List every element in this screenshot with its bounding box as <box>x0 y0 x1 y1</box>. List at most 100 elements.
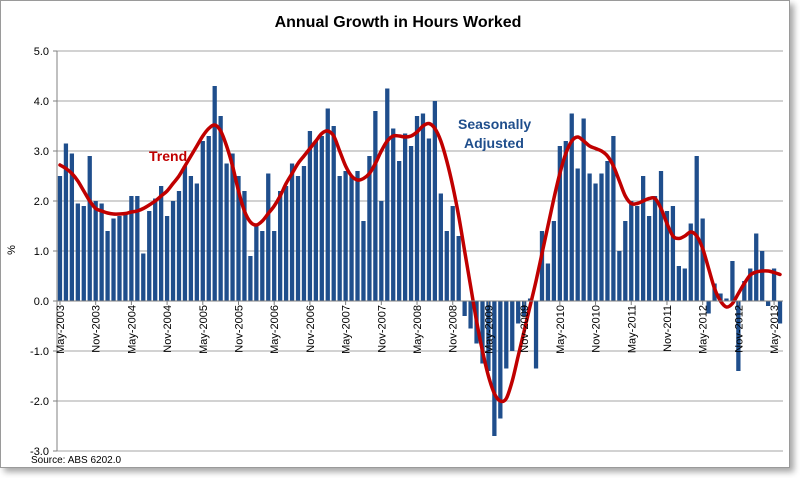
bar <box>551 221 557 301</box>
x-tick-label: May-2006 <box>269 305 281 354</box>
bar <box>87 156 92 301</box>
bar <box>266 173 271 301</box>
bar <box>402 133 408 301</box>
bar <box>432 101 438 301</box>
bar <box>93 201 98 301</box>
bar <box>337 176 342 301</box>
bar <box>646 216 652 301</box>
x-tick-label: Nov-2009 <box>519 305 531 353</box>
bar <box>212 86 217 301</box>
x-tick-label: May-2005 <box>198 305 210 354</box>
trend-annotation: Trend <box>149 148 187 164</box>
bar <box>492 301 497 436</box>
bar <box>575 168 580 301</box>
bar <box>159 186 164 301</box>
bar <box>587 173 592 301</box>
bar <box>248 256 253 301</box>
bar <box>355 171 360 301</box>
bar <box>623 221 628 301</box>
y-tick-label: 2.0 <box>34 196 49 208</box>
bar <box>462 301 467 316</box>
bar <box>754 233 759 301</box>
x-tick-labels: May-2003 Nov-2003 May-2004 Nov-2004 May-2005… <box>55 305 781 354</box>
bar <box>176 191 182 301</box>
y-tick-label: -2.0 <box>30 396 49 408</box>
bar <box>117 216 122 301</box>
bar <box>349 176 354 301</box>
x-tick-label: Nov-2006 <box>305 305 317 353</box>
bar <box>141 253 146 301</box>
bar <box>367 156 372 301</box>
bar <box>57 176 63 301</box>
bar <box>313 141 318 301</box>
x-tick-label: Nov-2012 <box>733 305 745 353</box>
bar <box>694 156 699 301</box>
bar <box>426 138 432 301</box>
y-tick-label: -1.0 <box>30 346 49 358</box>
bar <box>510 301 515 351</box>
bar <box>676 266 681 301</box>
bar <box>688 223 693 301</box>
bar <box>664 211 670 301</box>
bar <box>278 191 283 301</box>
x-tick-label: May-2012 <box>698 305 710 354</box>
bar <box>557 146 562 301</box>
bar <box>111 218 116 301</box>
x-tick-label: May-2009 <box>483 305 495 354</box>
bar <box>206 136 211 301</box>
x-tick-label: Nov-2004 <box>162 305 174 353</box>
bar <box>153 198 158 301</box>
bar <box>593 183 598 301</box>
bar <box>385 88 390 301</box>
bar <box>230 153 235 301</box>
bar <box>456 236 461 301</box>
bar <box>295 176 301 301</box>
bar <box>99 203 104 301</box>
x-tick-label: Nov-2007 <box>376 305 388 353</box>
bar <box>129 196 134 301</box>
bar <box>563 141 568 301</box>
bar <box>724 298 729 301</box>
bar <box>408 146 414 301</box>
bar <box>444 231 449 301</box>
bar <box>682 268 687 301</box>
bar <box>81 206 86 301</box>
bar <box>301 166 307 301</box>
bar <box>468 301 473 329</box>
x-tick-label: May-2011 <box>626 305 638 353</box>
bar <box>63 143 69 301</box>
bar <box>254 226 259 301</box>
bar <box>438 193 443 301</box>
bar <box>397 161 402 301</box>
bar <box>123 213 128 301</box>
bar <box>69 153 75 301</box>
bar <box>325 108 330 301</box>
bar <box>777 301 783 324</box>
bar <box>652 196 658 301</box>
bar <box>581 118 586 301</box>
bar <box>182 166 188 301</box>
bar <box>170 201 176 301</box>
bar <box>742 281 747 301</box>
bar <box>343 171 348 301</box>
bar <box>200 141 205 301</box>
x-tick-label: May-2004 <box>126 305 138 354</box>
x-tick-label: May-2008 <box>412 305 424 354</box>
bar <box>545 263 551 301</box>
y-tick-labels: 5.0 4.0 3.0 2.0 1.0 0.0 -1.0 -2.0 -3.0 <box>30 46 49 458</box>
x-tick-label: May-2013 <box>769 305 781 354</box>
bar <box>539 231 545 301</box>
chart-svg: Annual Growth in Hours Worked 5.0 4.0 3.0 2… <box>6 14 783 466</box>
trend-line <box>58 121 782 404</box>
bar <box>498 301 503 419</box>
bar <box>605 161 610 301</box>
bar <box>218 116 223 301</box>
bar <box>771 268 777 301</box>
y-tick-label: 5.0 <box>34 46 49 58</box>
bar <box>75 203 80 301</box>
bar <box>105 231 110 301</box>
bar <box>533 301 539 369</box>
bar <box>635 206 640 301</box>
bar <box>765 301 771 306</box>
x-tick-label: Nov-2010 <box>591 305 603 353</box>
